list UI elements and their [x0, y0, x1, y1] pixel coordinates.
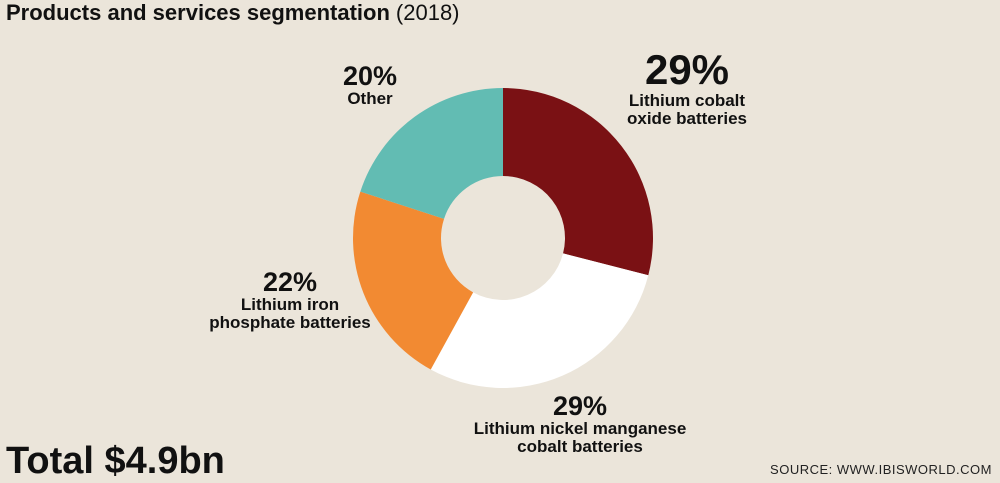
- donut-slice-lithium-iron-phosphate: [352, 191, 474, 370]
- slice-label-other: 20% Other: [330, 62, 410, 108]
- slice-name-line2-lithium-iron-phosphate: phosphate batteries: [209, 313, 371, 333]
- slice-name-line1-lithium-nickel-manganese-cobalt: Lithium nickel manganese: [473, 419, 687, 439]
- source-credit: SOURCE: WWW.IBISWORLD.COM: [770, 462, 992, 477]
- chart-title-text: Products and services segmentation: [6, 0, 390, 25]
- slice-name-other: Other: [347, 89, 393, 109]
- slice-name-line2-lithium-nickel-manganese-cobalt: cobalt batteries: [517, 437, 643, 457]
- total-value: Total $4.9bn: [6, 440, 225, 482]
- slice-label-lithium-cobalt-oxide: 29% Lithium cobalt oxide batteries: [612, 46, 762, 128]
- slice-label-lithium-nickel-manganese-cobalt: 29% Lithium nickel manganese cobalt batt…: [455, 392, 705, 456]
- slice-value-lithium-iron-phosphate: 22%: [262, 267, 318, 297]
- slice-name-line2-lithium-cobalt-oxide: oxide batteries: [627, 108, 747, 128]
- slice-name-line1-lithium-cobalt-oxide: Lithium cobalt: [628, 91, 746, 111]
- slice-value-other: 20%: [342, 61, 398, 91]
- slice-value-lithium-cobalt-oxide: 29%: [644, 46, 730, 93]
- chart-title: Products and services segmentation (2018): [6, 0, 460, 26]
- slice-value-lithium-nickel-manganese-cobalt: 29%: [552, 391, 608, 421]
- donut-slice-lithium-nickel-manganese-cobalt: [430, 253, 649, 389]
- chart-title-year: (2018): [395, 0, 460, 25]
- slice-name-line1-lithium-iron-phosphate: Lithium iron: [240, 295, 340, 315]
- donut-slice-lithium-cobalt-oxide: [503, 88, 653, 276]
- donut-slice-other: [360, 88, 503, 219]
- slice-label-lithium-iron-phosphate: 22% Lithium iron phosphate batteries: [200, 268, 380, 332]
